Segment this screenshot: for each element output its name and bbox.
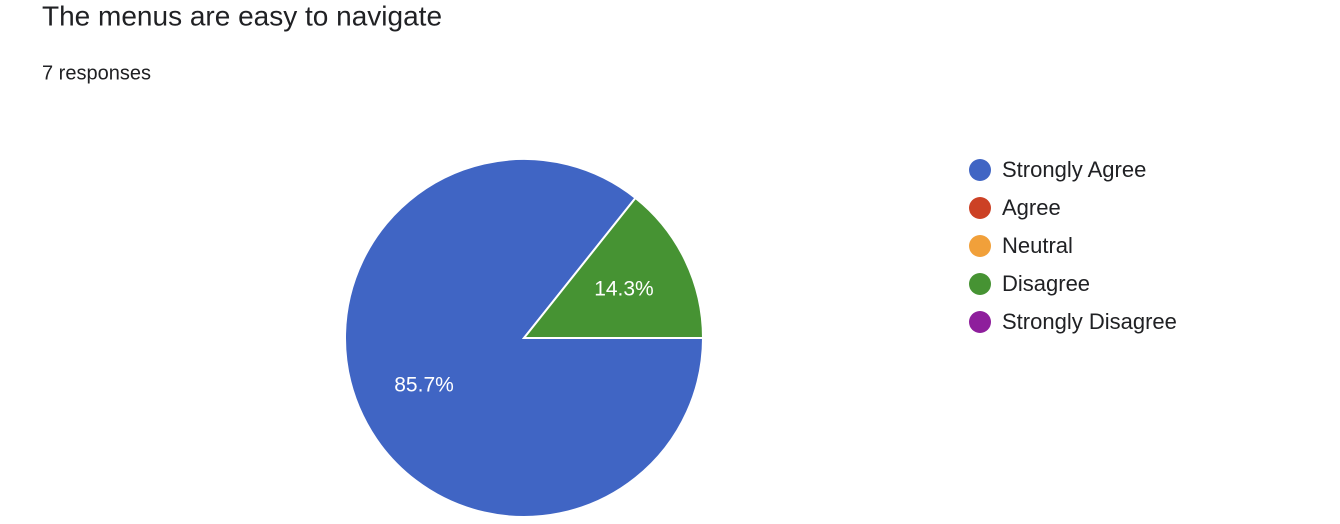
legend-swatch: [969, 197, 991, 219]
slice-label: 85.7%: [394, 374, 454, 397]
legend-label: Strongly Disagree: [1002, 309, 1177, 334]
legend-label: Strongly Agree: [1002, 157, 1146, 182]
legend-swatch: [969, 311, 991, 333]
legend-label: Agree: [1002, 195, 1061, 220]
legend-swatch: [969, 273, 991, 295]
slice-label: 14.3%: [594, 277, 654, 300]
chart-title: The menus are easy to navigate: [42, 0, 442, 31]
pie-slice: [521, 196, 705, 339]
legend-swatch: [969, 235, 991, 257]
response-count: 7 responses: [42, 62, 151, 84]
legend-label: Disagree: [1002, 271, 1090, 296]
legend-swatch: [969, 159, 991, 181]
legend-label: Neutral: [1002, 233, 1073, 258]
